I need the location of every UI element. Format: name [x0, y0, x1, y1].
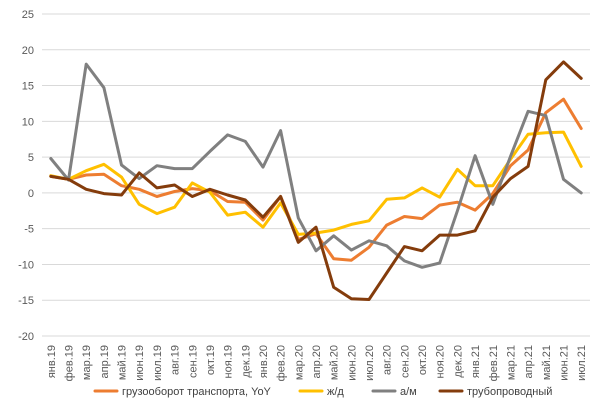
y-tick-label: -10: [18, 259, 34, 271]
x-tick-label: окт.19: [205, 345, 217, 375]
y-tick-label: 25: [22, 9, 34, 21]
x-tick-label: янв.20: [258, 345, 270, 378]
legend-label: грузооборот транспорта, YoY: [122, 386, 272, 398]
x-tick-label: сен.20: [399, 345, 411, 378]
x-tick-label: апр.20: [311, 345, 323, 378]
x-tick-label: май.21: [541, 345, 553, 380]
y-tick-label: 0: [28, 188, 34, 200]
x-tick-label: авг.19: [170, 345, 182, 375]
x-tick-label: ноя.20: [435, 345, 447, 378]
x-tick-label: июн.21: [558, 345, 570, 381]
x-tick-label: дек.19: [240, 345, 252, 378]
series-line-3: [49, 62, 583, 269]
x-tick-label: фев.19: [64, 345, 76, 381]
x-tick-label: авг.20: [382, 345, 394, 375]
series-lines: [49, 60, 583, 301]
y-tick-label: 20: [22, 45, 34, 57]
series-line-2: [49, 130, 583, 236]
x-tick-label: май.20: [329, 345, 341, 380]
legend-label: а/м: [400, 386, 417, 398]
x-tick-label: май.19: [117, 345, 129, 380]
x-tick-label: ноя.19: [223, 345, 235, 378]
x-tick-label: июл.20: [364, 345, 376, 381]
y-axis: 25 20 15 10 5 0 -5 -10 -15 -20: [18, 9, 34, 343]
legend: грузооборот транспорта, YoY ж/д а/м трубопр…: [93, 386, 552, 398]
gridlines: [42, 13, 590, 337]
x-tick-label: окт.20: [417, 345, 429, 375]
x-tick-label: апр.19: [99, 345, 111, 378]
x-tick-label: мар.20: [293, 345, 305, 380]
x-tick-label: сен.19: [187, 345, 199, 378]
legend-label: трубопроводный: [467, 386, 552, 398]
x-tick-label: мар.19: [81, 345, 93, 380]
y-tick-label: 5: [28, 152, 34, 164]
x-tick-label: июн.19: [134, 345, 146, 381]
x-tick-label: фев.21: [488, 345, 500, 381]
series-line-4: [49, 60, 583, 301]
x-tick-label: янв.21: [470, 345, 482, 378]
x-axis: янв.19 фев.19 мар.19 апр.19 май.19 июн.19 июл.…: [46, 345, 588, 381]
x-tick-label: июн.20: [346, 345, 358, 381]
y-tick-label: -5: [24, 224, 34, 236]
x-tick-label: янв.19: [46, 345, 58, 378]
x-tick-label: июл.19: [152, 345, 164, 381]
x-tick-label: июл.21: [576, 345, 588, 381]
x-tick-label: фев.20: [276, 345, 288, 381]
x-tick-label: апр.21: [523, 345, 535, 378]
y-tick-label: -20: [18, 331, 34, 343]
legend-label: ж/д: [327, 386, 344, 398]
y-tick-label: -15: [18, 295, 34, 307]
y-tick-label: 15: [22, 81, 34, 93]
x-tick-label: мар.21: [505, 345, 517, 380]
y-tick-label: 10: [22, 116, 34, 128]
x-tick-label: дек.20: [452, 345, 464, 378]
